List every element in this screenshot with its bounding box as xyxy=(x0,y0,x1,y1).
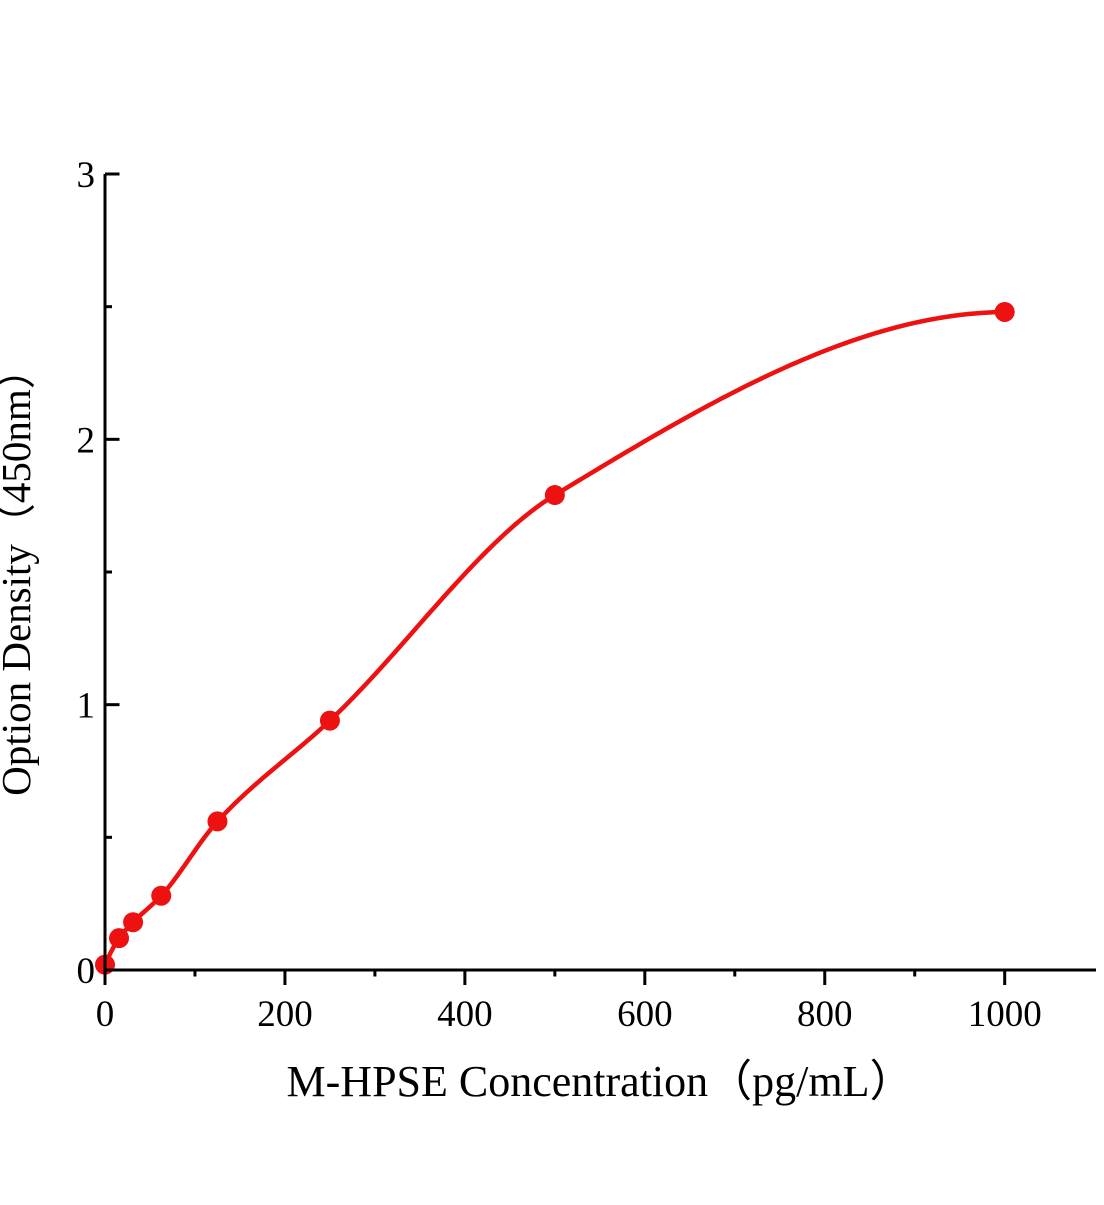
svg-text:400: 400 xyxy=(437,994,493,1035)
svg-text:800: 800 xyxy=(797,994,853,1035)
svg-text:0: 0 xyxy=(77,951,96,992)
svg-text:M-HPSE Concentration（pg/mL）: M-HPSE Concentration（pg/mL） xyxy=(287,1057,914,1106)
svg-text:0: 0 xyxy=(96,994,115,1035)
svg-text:200: 200 xyxy=(257,994,313,1035)
svg-text:1: 1 xyxy=(77,686,96,727)
svg-text:2: 2 xyxy=(77,420,96,461)
svg-text:3: 3 xyxy=(77,155,96,196)
svg-text:1000: 1000 xyxy=(968,994,1042,1035)
svg-text:600: 600 xyxy=(617,994,673,1035)
svg-text:Option Density（450nm）: Option Density（450nm） xyxy=(0,348,39,796)
